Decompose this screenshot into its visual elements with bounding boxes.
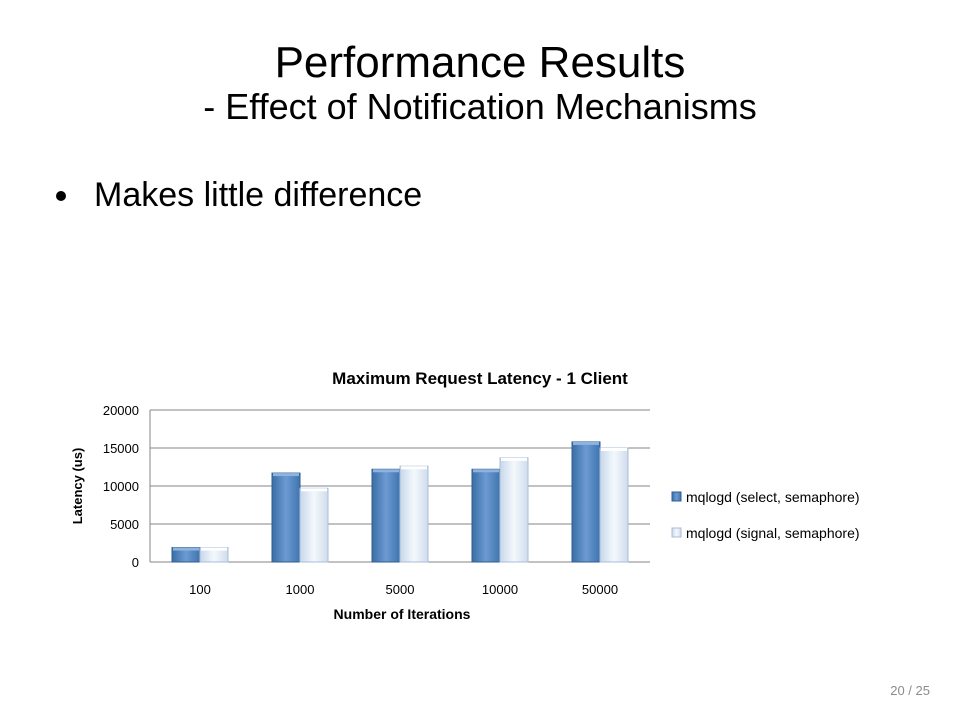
bar-select-1000 <box>271 472 301 563</box>
bar-signal-10000 <box>499 457 529 563</box>
bar-select-5000 <box>371 468 401 563</box>
bullet-dot-icon <box>56 190 66 201</box>
bar-top-bevel <box>573 441 599 445</box>
bar-top-bevel <box>301 488 327 492</box>
y-tick-label: 20000 <box>103 403 139 418</box>
legend-label: mqlogd (signal, semaphore) <box>686 525 860 541</box>
bar-top-bevel <box>501 457 527 461</box>
y-tick-label: 0 <box>132 555 139 570</box>
slide-title: Performance Results - Effect of Notifica… <box>0 38 960 128</box>
bar-select-50000 <box>571 441 601 563</box>
chart-title: Maximum Request Latency - 1 Client <box>332 369 628 388</box>
x-axis-label: Number of Iterations <box>334 606 471 622</box>
bar-signal-1000 <box>299 487 329 563</box>
x-tick-label: 50000 <box>582 582 618 597</box>
page-number: 20 / 25 <box>890 683 930 698</box>
bar-select-10000 <box>471 468 501 563</box>
legend-label: mqlogd (select, semaphore) <box>686 489 860 505</box>
legend-swatch <box>671 527 682 538</box>
bar-top-bevel <box>373 469 399 473</box>
bullet-text: Makes little difference <box>94 176 423 214</box>
x-tick-label: 10000 <box>482 582 518 597</box>
legend-swatch <box>671 491 682 502</box>
title-main: Performance Results <box>274 38 686 87</box>
y-axis-label: Latency (us) <box>70 448 85 525</box>
x-tick-label: 1000 <box>286 582 315 597</box>
x-tick-label: 100 <box>189 582 211 597</box>
y-tick-label: 15000 <box>103 441 139 456</box>
bar-top-bevel <box>473 469 499 473</box>
bar-top-bevel <box>173 547 199 551</box>
bar-top-bevel <box>601 448 627 451</box>
bar-signal-5000 <box>399 465 429 563</box>
bar-top-bevel <box>273 473 299 477</box>
x-tick-label: 5000 <box>386 582 415 597</box>
bar-signal-50000 <box>599 447 629 563</box>
bullet-item: Makes little difference <box>56 176 422 215</box>
y-tick-label: 10000 <box>103 479 139 494</box>
bar-top-bevel <box>401 466 427 470</box>
y-tick-label: 5000 <box>110 517 139 532</box>
bar-top-bevel <box>201 547 227 551</box>
title-subtitle: - Effect of Notification Mechanisms <box>203 86 757 128</box>
